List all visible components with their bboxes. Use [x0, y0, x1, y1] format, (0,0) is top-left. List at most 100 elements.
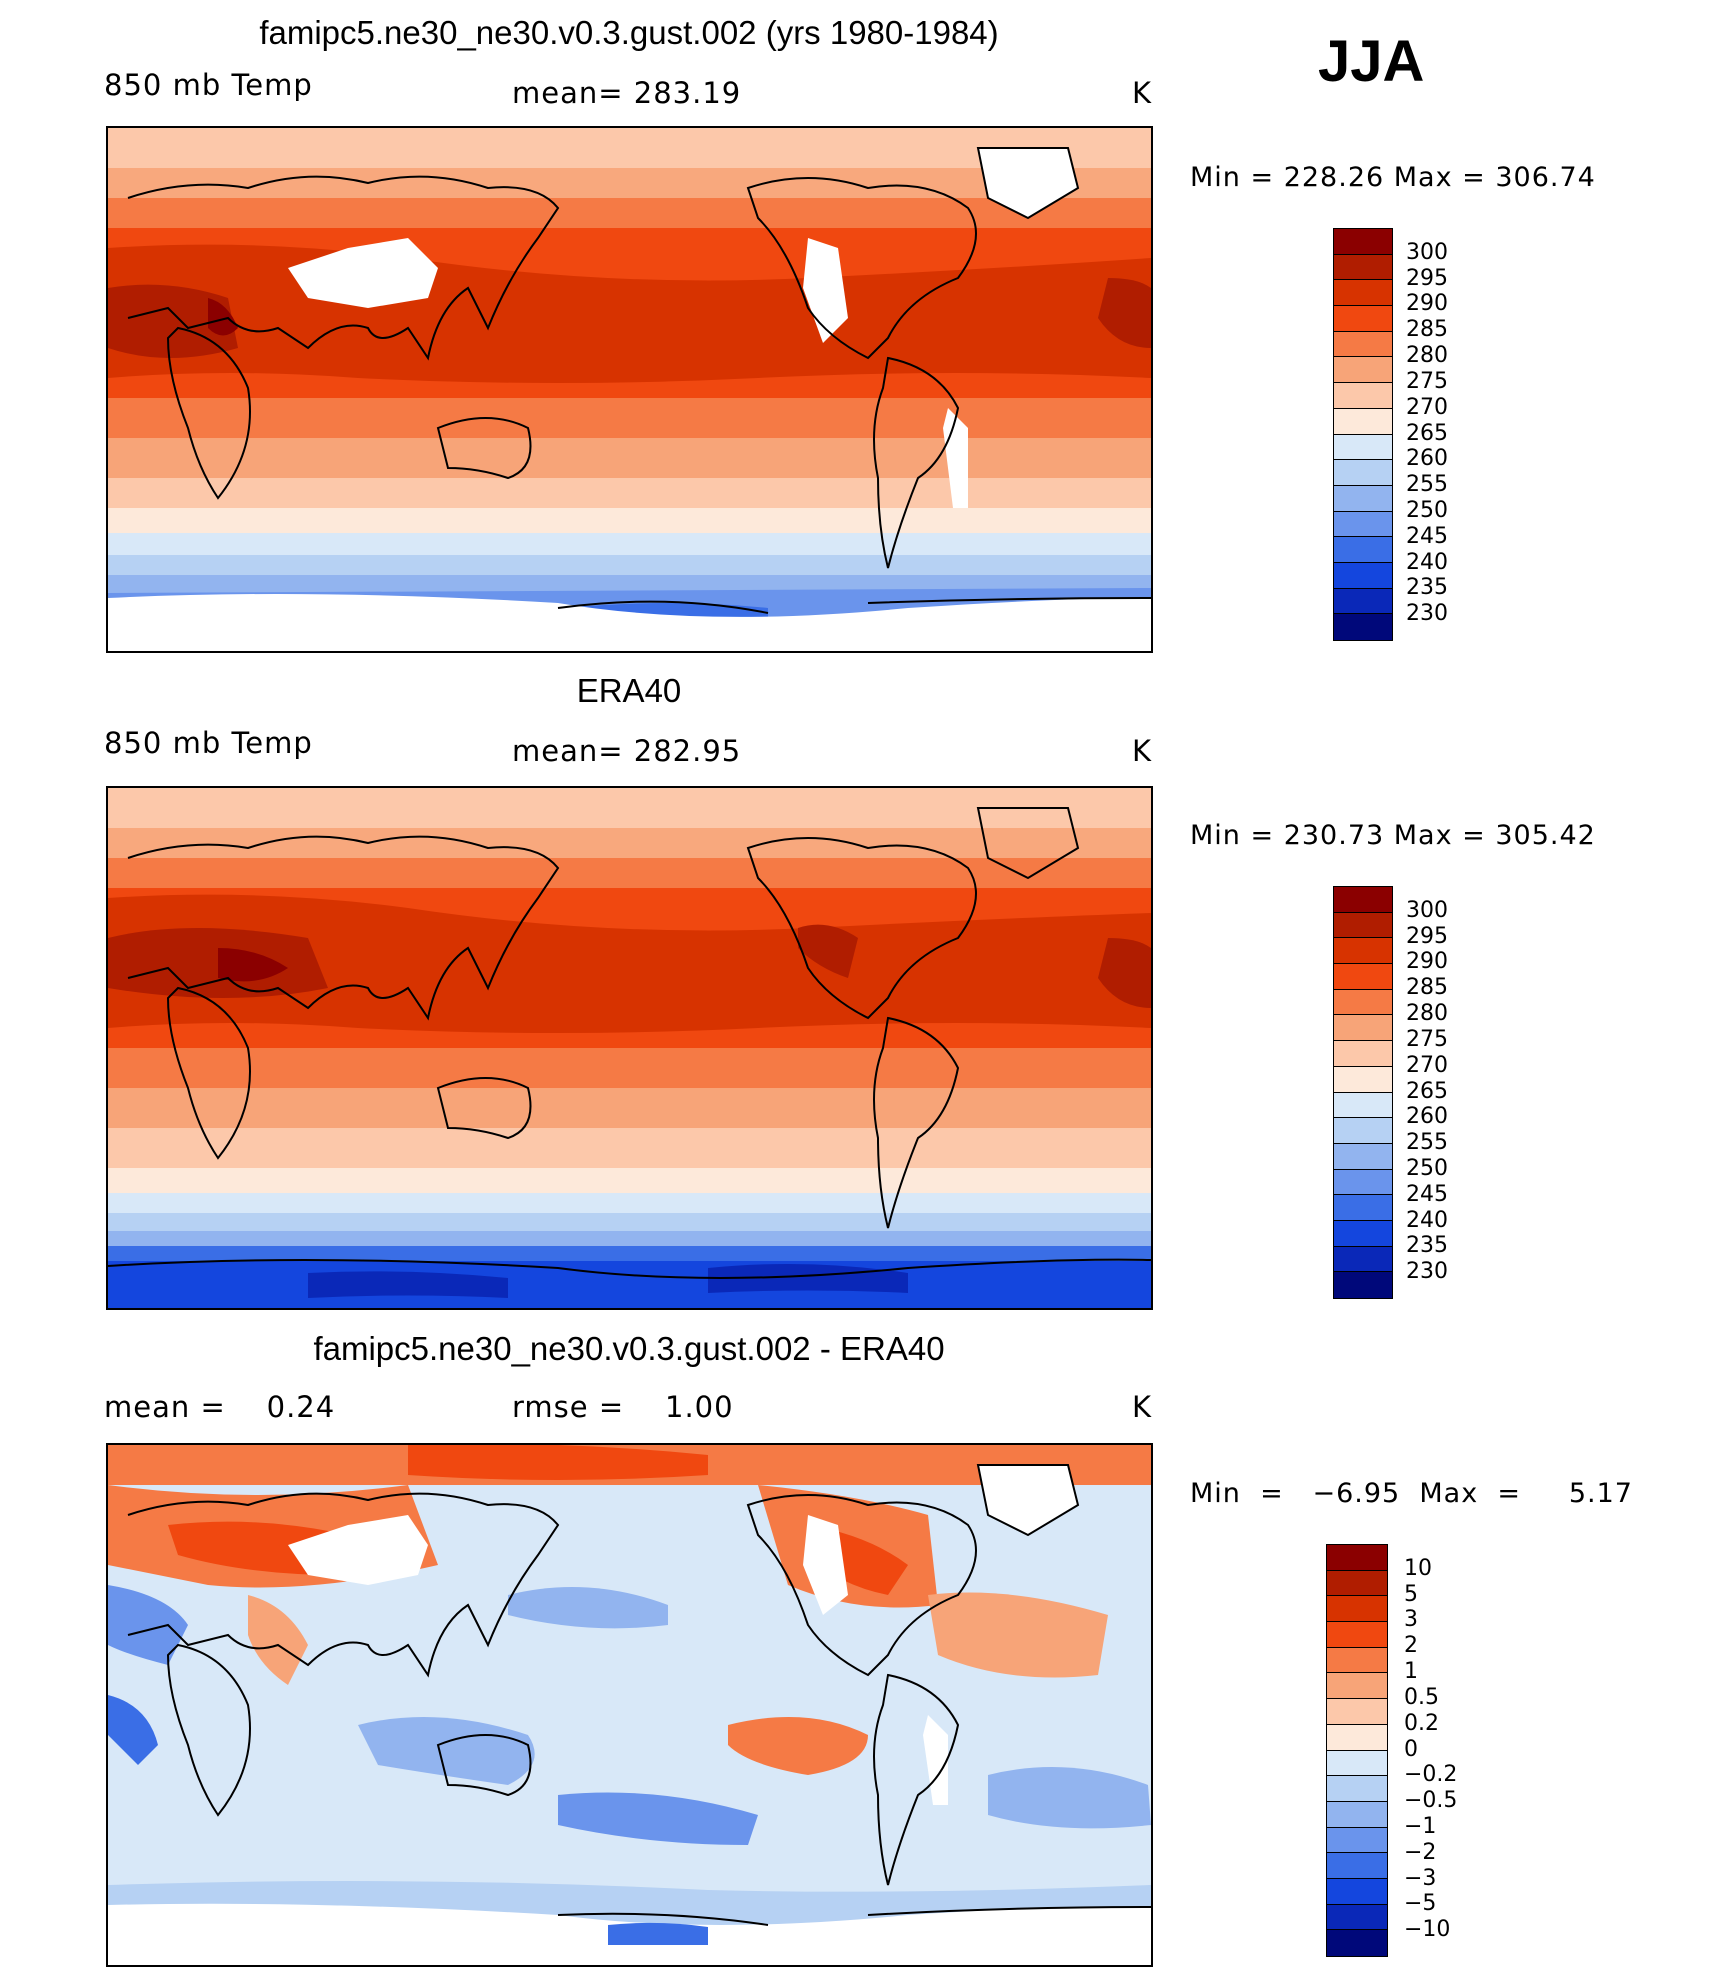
colorbar-tick-label: 230 [1406, 601, 1448, 627]
obs-temperature-map [108, 788, 1151, 1308]
colorbar-tick-label: 270 [1406, 1052, 1448, 1078]
colorbar-swatch [1334, 1246, 1392, 1273]
colorbar-swatch [1327, 1570, 1387, 1597]
panel-obs-title: ERA40 [576, 672, 682, 709]
colorbar-tick-label: 250 [1406, 497, 1448, 523]
colorbar-swatch [1334, 912, 1392, 939]
colorbar-swatch [1334, 254, 1392, 281]
colorbar-tick-label: 295 [1406, 923, 1448, 949]
diff-temperature-map [108, 1445, 1151, 1965]
panel-diff-title: famipc5.ne30_ne30.v0.3.gust.002 - ERA40 [313, 1330, 945, 1367]
colorbar-swatch [1334, 511, 1392, 538]
colorbar-tick-label: 280 [1406, 343, 1448, 369]
colorbar-swatch [1334, 1195, 1392, 1221]
panel-obs-variable-label: 850 mb Temp [104, 726, 313, 760]
colorbar-swatch [1334, 1143, 1392, 1170]
colorbar-swatch [1334, 1220, 1392, 1247]
colorbar-swatch [1327, 1545, 1387, 1571]
colorbar-swatch [1327, 1647, 1387, 1674]
colorbar-swatch [1334, 331, 1392, 358]
colorbar-swatch [1327, 1699, 1387, 1725]
colorbar-tick-label: −10 [1404, 1917, 1451, 1943]
colorbar-tick-label: 240 [1406, 1207, 1448, 1233]
panel-model-mean-label: mean= 283.19 [512, 76, 742, 110]
colorbar-tick-label: 1 [1404, 1659, 1418, 1685]
colorbar-tick-label: 230 [1406, 1259, 1448, 1285]
colorbar-tick-label: 295 [1406, 265, 1448, 291]
colorbar-swatch [1334, 537, 1392, 563]
colorbar-tick-label: −1 [1404, 1813, 1437, 1839]
panel-model-title: famipc5.ne30_ne30.v0.3.gust.002 (yrs 198… [259, 14, 999, 51]
colorbar-tick-label: 0.5 [1404, 1684, 1439, 1710]
colorbar-tick-label: 235 [1406, 1233, 1448, 1259]
colorbar-swatch [1334, 434, 1392, 461]
colorbar-swatch [1334, 964, 1392, 990]
panel-model-units-label: K [1132, 76, 1153, 110]
panel-model-map [106, 126, 1153, 653]
colorbar-swatch [1334, 280, 1392, 307]
colorbar-swatch [1327, 1750, 1387, 1777]
colorbar-tick-label: 280 [1406, 1001, 1448, 1027]
colorbar-tick-label: −3 [1404, 1865, 1437, 1891]
colorbar-tick-label: 2 [1404, 1633, 1418, 1659]
colorbar-swatch [1334, 989, 1392, 1016]
colorbar-tick-label: 5 [1404, 1581, 1418, 1607]
colorbar-tick-label: 255 [1406, 1130, 1448, 1156]
colorbar-tick-label: 265 [1406, 1078, 1448, 1104]
colorbar-swatch [1327, 1904, 1387, 1931]
colorbar-swatch [1334, 460, 1392, 486]
colorbar-swatch [1327, 1596, 1387, 1623]
colorbar-swatch [1327, 1878, 1387, 1905]
colorbar-swatch [1334, 383, 1392, 409]
colorbar-swatch [1334, 357, 1392, 384]
colorbar-swatch [1327, 1853, 1387, 1879]
colorbar-tick-label: 300 [1406, 897, 1448, 923]
colorbar-swatch [1327, 1673, 1387, 1700]
colorbar-tick-label: 290 [1406, 291, 1448, 317]
colorbar-swatch [1334, 887, 1392, 913]
colorbar-swatch [1327, 1930, 1387, 1956]
colorbar-tick-label: 290 [1406, 949, 1448, 975]
panel-obs-units-label: K [1132, 734, 1153, 768]
colorbar-tick-label: 260 [1406, 1104, 1448, 1130]
colorbar-tick-label: 285 [1406, 975, 1448, 1001]
panel-obs-minmax: Min = 230.73 Max = 305.42 [1190, 820, 1596, 851]
colorbar-swatch [1334, 588, 1392, 615]
panel-model-variable-label: 850 mb Temp [104, 68, 313, 102]
colorbar-tick-label: 300 [1406, 239, 1448, 265]
panel-diff-minmax: Min = −6.95 Max = 5.17 [1190, 1478, 1633, 1509]
colorbar-tick-label: 10 [1404, 1555, 1432, 1581]
colorbar-swatch [1327, 1724, 1387, 1751]
colorbar-swatch [1334, 1272, 1392, 1298]
colorbar-tick-label: 265 [1406, 420, 1448, 446]
colorbar-tick-label: 255 [1406, 472, 1448, 498]
colorbar-tick-label: 0 [1404, 1736, 1418, 1762]
colorbar-tick-label: −5 [1404, 1891, 1437, 1917]
colorbar-tick-label: −0.2 [1404, 1762, 1458, 1788]
colorbar-swatch [1334, 229, 1392, 255]
colorbar-tick-label: 235 [1406, 575, 1448, 601]
panel-model-colorbar-labels: 300 295 290 285 280 275 270 265 260 255 250 245 240 2… [1406, 228, 1486, 641]
panel-obs-colorbar-labels: 300 295 290 285 280 275 270 265 260 255 250 245 240 2… [1406, 886, 1486, 1299]
colorbar-swatch [1334, 1118, 1392, 1144]
colorbar-swatch [1334, 562, 1392, 589]
colorbar-swatch [1334, 485, 1392, 512]
panel-diff-units-label: K [1132, 1390, 1153, 1424]
colorbar-swatch [1334, 1041, 1392, 1067]
colorbar-swatch [1327, 1622, 1387, 1648]
colorbar-swatch [1334, 614, 1392, 640]
colorbar-tick-label: 240 [1406, 549, 1448, 575]
colorbar-swatch [1334, 1066, 1392, 1093]
model-temperature-map [108, 128, 1151, 651]
colorbar-tick-label: 275 [1406, 1026, 1448, 1052]
panel-obs-mean-label: mean= 282.95 [512, 734, 742, 768]
panel-diff-map [106, 1443, 1153, 1967]
panel-model-colorbar [1333, 228, 1393, 641]
colorbar-tick-label: 270 [1406, 394, 1448, 420]
panel-diff-rmse-label: rmse = 1.00 [512, 1390, 734, 1424]
colorbar-swatch [1334, 1169, 1392, 1196]
colorbar-swatch [1334, 306, 1392, 332]
colorbar-swatch [1334, 938, 1392, 965]
colorbar-swatch [1327, 1776, 1387, 1802]
colorbar-swatch [1327, 1827, 1387, 1854]
